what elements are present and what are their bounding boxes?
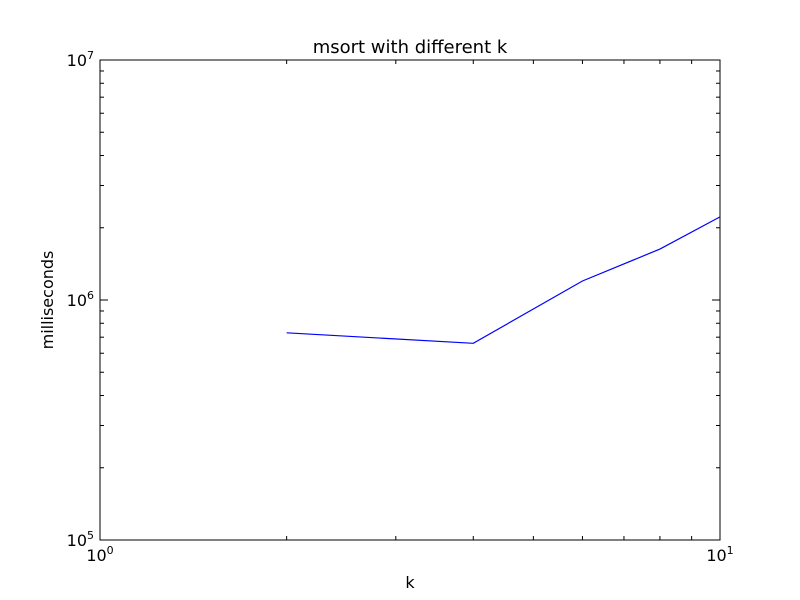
tick-labels: 100 101 105 106 107	[67, 49, 734, 565]
y-tick-label: 107	[67, 49, 94, 70]
x-tick-label: 101	[706, 544, 733, 565]
x-tick-label: 100	[86, 544, 113, 565]
series-line	[286, 216, 721, 344]
series-group	[286, 216, 721, 344]
axis-ticks	[99, 59, 721, 541]
chart-title: msort with different k	[313, 37, 508, 58]
y-tick-label: 105	[67, 529, 94, 550]
y-axis-label: milliseconds	[38, 251, 57, 350]
x-axis-label: k	[405, 573, 415, 592]
plot-area	[99, 59, 721, 541]
y-tick-label: 106	[67, 289, 94, 310]
